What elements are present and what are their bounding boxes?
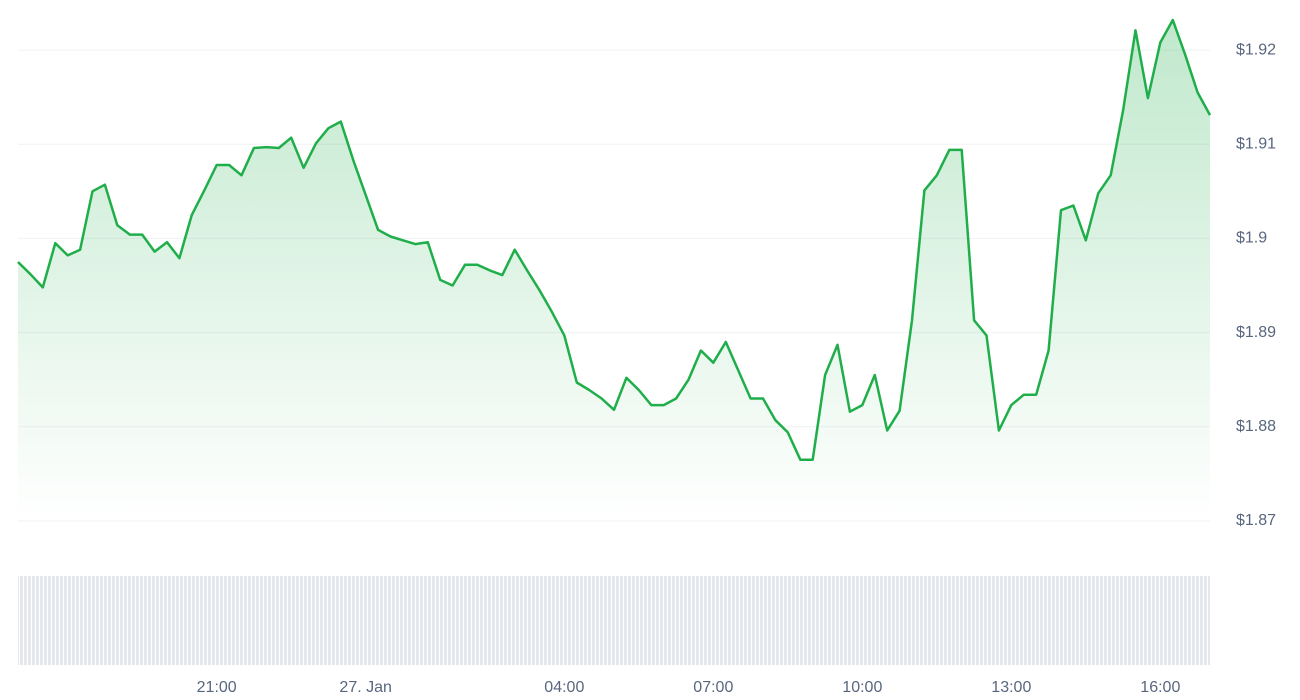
y-tick-label: $1.91 (1236, 135, 1276, 152)
y-tick-label: $1.89 (1236, 324, 1276, 341)
x-tick-label: 04:00 (544, 679, 584, 696)
price-line (17, 18, 1212, 461)
y-tick-label: $1.9 (1236, 230, 1267, 247)
y-tick-label: $1.88 (1236, 418, 1276, 435)
x-tick-label: 13:00 (991, 679, 1031, 696)
x-tick-label: 07:00 (693, 679, 733, 696)
x-tick-label: 27. Jan (339, 679, 391, 696)
x-tick-label: 16:00 (1140, 679, 1180, 696)
volume-band (18, 576, 1210, 665)
x-tick-label: 10:00 (842, 679, 882, 696)
x-tick-label: 21:00 (197, 679, 237, 696)
y-tick-label: $1.92 (1236, 41, 1276, 58)
area (18, 20, 1210, 521)
y-tick-label: $1.87 (1236, 512, 1276, 529)
